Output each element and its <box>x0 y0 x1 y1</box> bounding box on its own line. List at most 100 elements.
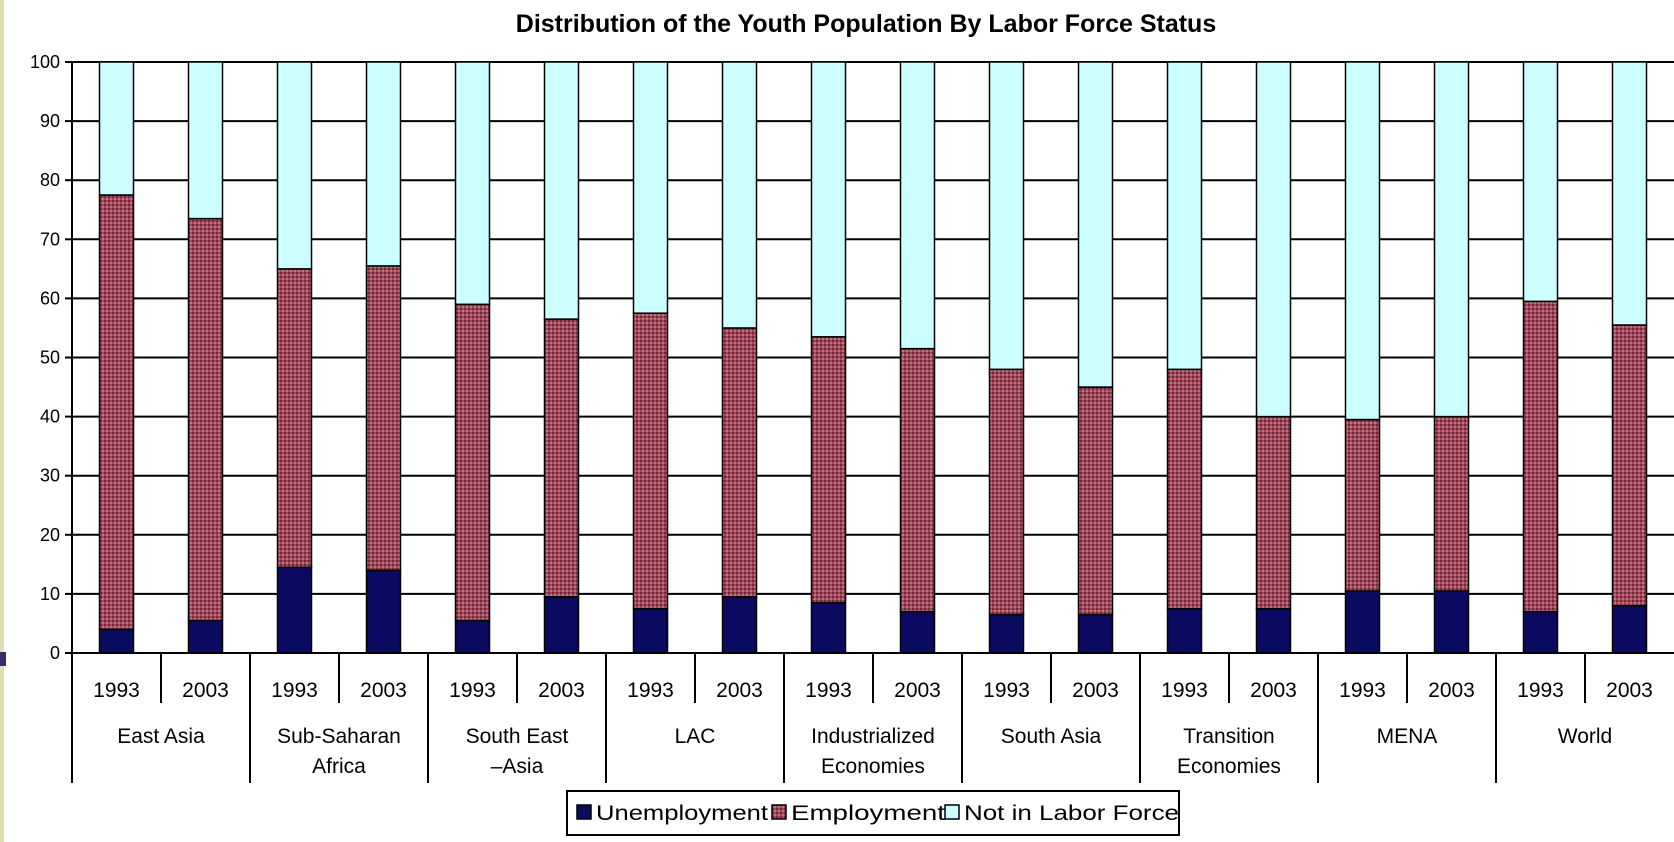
bar-segment-not-in-labor-force <box>1166 61 1203 371</box>
bar-segment-not-in-labor-force <box>187 61 224 220</box>
gridlines <box>72 61 1674 654</box>
bar-segment-not-in-labor-force <box>899 61 936 350</box>
bar-segment-unemployment <box>543 596 580 654</box>
y-tick-label: 70 <box>40 229 60 249</box>
bar-segment-not-in-labor-force <box>1611 61 1648 326</box>
bar-segment-unemployment <box>276 566 313 654</box>
group-label: Economies <box>1177 755 1281 778</box>
year-label: 2003 <box>1428 679 1475 702</box>
bar-segment-employment <box>365 265 402 572</box>
y-tick-label: 0 <box>50 643 60 663</box>
bar-segment-unemployment <box>899 610 936 654</box>
group-label: Sub-Saharan <box>277 725 401 748</box>
y-tick-label: 80 <box>40 170 60 190</box>
bar-segment-not-in-labor-force <box>543 61 580 320</box>
group-label: MENA <box>1377 725 1438 748</box>
bar-segment-unemployment <box>1077 613 1114 654</box>
legend-swatch <box>771 804 787 820</box>
year-label: 2003 <box>360 679 407 702</box>
group-label: Economies <box>821 755 925 778</box>
legend-label: Not in Labor Force <box>964 802 1179 825</box>
legend-label: Employment <box>791 802 945 825</box>
bar-segment-unemployment <box>632 607 669 654</box>
bar-segment-unemployment <box>988 613 1025 654</box>
y-axis-ticks: 0 10 20 30 40 50 60 70 80 90 100 <box>30 52 73 663</box>
bar-segment-employment <box>276 268 313 569</box>
group-label: South East <box>466 725 569 748</box>
bar-segment-employment <box>632 312 669 610</box>
group-label: Transition <box>1183 725 1274 748</box>
bar-segment-unemployment <box>810 602 847 654</box>
bar-segment-employment <box>1255 415 1292 610</box>
year-label: 1993 <box>983 679 1030 702</box>
y-tick-label: 20 <box>40 525 60 545</box>
group-label: Africa <box>312 755 366 778</box>
year-label: 1993 <box>1339 679 1386 702</box>
legend-swatch <box>576 804 592 820</box>
year-label: 1993 <box>449 679 496 702</box>
group-label: LAC <box>675 725 716 748</box>
bar-segment-not-in-labor-force <box>1344 61 1381 421</box>
slide-edge-bar <box>0 0 4 842</box>
bar-segment-not-in-labor-force <box>721 61 758 329</box>
bar-segment-unemployment <box>1522 610 1559 654</box>
bars <box>98 61 1648 654</box>
legend-label: Unemployment <box>596 802 768 825</box>
year-label: 1993 <box>1517 679 1564 702</box>
bar-segment-employment <box>721 327 758 598</box>
group-label: Industrialized <box>811 725 935 748</box>
y-tick-label: 60 <box>40 288 60 308</box>
bar-segment-not-in-labor-force <box>810 61 847 338</box>
bar-segment-employment <box>454 303 491 622</box>
group-label: East Asia <box>117 725 205 748</box>
bar-segment-not-in-labor-force <box>632 61 669 314</box>
bar-segment-unemployment <box>1433 590 1470 654</box>
bar-segment-unemployment <box>187 619 224 654</box>
bar-segment-employment <box>1166 368 1203 610</box>
y-tick-label: 50 <box>40 348 60 368</box>
bar-segment-unemployment <box>365 569 402 654</box>
group-label: South Asia <box>1001 725 1102 748</box>
bar-segment-unemployment <box>1611 604 1648 654</box>
legend: Unemployment Employment Not in Labor Force <box>566 790 1180 836</box>
y-tick-label: 30 <box>40 466 60 486</box>
year-label: 1993 <box>805 679 852 702</box>
year-label: 2003 <box>894 679 941 702</box>
bar-segment-employment <box>1611 324 1648 607</box>
y-tick-label: 90 <box>40 111 60 131</box>
bar-segment-unemployment <box>1344 590 1381 654</box>
slide-edge-marker <box>0 652 6 666</box>
bar-segment-not-in-labor-force <box>1433 61 1470 418</box>
bar-segment-employment <box>988 368 1025 616</box>
bar-segment-unemployment <box>1255 607 1292 654</box>
year-label: 1993 <box>93 679 140 702</box>
year-label: 2003 <box>1250 679 1297 702</box>
year-label: 2003 <box>1606 679 1653 702</box>
year-label: 1993 <box>1161 679 1208 702</box>
bar-segment-employment <box>98 194 135 631</box>
bar-segment-employment <box>1433 415 1470 592</box>
bar-segment-employment <box>899 347 936 613</box>
bar-segment-employment <box>187 217 224 622</box>
year-label: 1993 <box>627 679 674 702</box>
bar-segment-not-in-labor-force <box>988 61 1025 371</box>
bar-segment-not-in-labor-force <box>1522 61 1559 303</box>
bar-segment-unemployment <box>721 596 758 654</box>
year-label: 2003 <box>1072 679 1119 702</box>
chart-title: Distribution of the Youth Population By … <box>516 10 1216 38</box>
legend-swatch <box>944 804 960 820</box>
year-label: 2003 <box>182 679 229 702</box>
bar-segment-not-in-labor-force <box>98 61 135 196</box>
bar-segment-unemployment <box>454 619 491 654</box>
year-label: 2003 <box>716 679 763 702</box>
bar-segment-not-in-labor-force <box>276 61 313 270</box>
y-tick-label: 10 <box>40 584 60 604</box>
bar-segment-employment <box>543 318 580 598</box>
bar-segment-unemployment <box>98 628 135 654</box>
bar-segment-not-in-labor-force <box>1255 61 1292 418</box>
x-axis: 1993 2003 East Asia 1993 2003 Sub-Saharan Afri… <box>71 652 1674 783</box>
group-label: –Asia <box>491 755 544 778</box>
bar-segment-not-in-labor-force <box>454 61 491 306</box>
group-label: World <box>1558 725 1612 748</box>
